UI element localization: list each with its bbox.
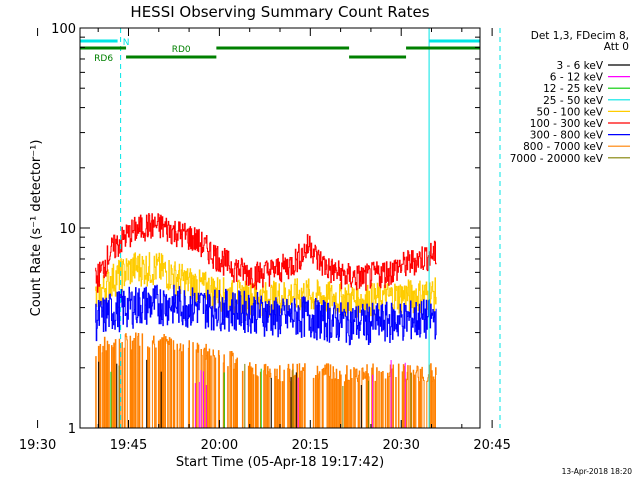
series-300-800-kev (95, 284, 437, 346)
legend-label: 3 - 6 keV (556, 60, 603, 72)
legend-label: 300 - 800 keV (530, 130, 604, 142)
y-tick-label: 1 (68, 422, 76, 437)
x-axis-label: Start Time (05-Apr-18 19:17:42) (176, 455, 384, 470)
x-tick-label: 20:00 (201, 438, 238, 453)
legend-label: 12 - 25 keV (543, 83, 604, 95)
y-axis: 1 10 100 (51, 22, 480, 437)
series-50-100-kev (95, 252, 437, 319)
legend-label: 800 - 7000 keV (523, 141, 604, 153)
series-100-300-kev (95, 213, 437, 293)
x-tick-label: 20:15 (292, 438, 329, 453)
y-tick-label: 100 (51, 22, 76, 37)
legend-label: 25 - 50 keV (543, 95, 604, 107)
legend-header-line: Det 1,3, FDecim 8, (531, 30, 629, 42)
x-tick-label: 19:30 (19, 438, 56, 453)
x-tick-label: 19:45 (110, 438, 147, 453)
legend-label: 6 - 12 keV (550, 72, 604, 84)
y-tick-label: 10 (59, 222, 76, 237)
legend-label: 50 - 100 keV (536, 106, 603, 118)
legend-label: 7000 - 20000 keV (510, 153, 604, 165)
state-label-rd0: RD0 (172, 45, 191, 55)
legend-header-line: Att 0 (604, 41, 629, 53)
state-bars: N RD0 RD6 (80, 38, 480, 64)
series-line (95, 284, 437, 346)
x-axis: 19:30 19:45 20:00 20:15 20:30 20:45 (19, 28, 511, 453)
low-energy-spikes (98, 359, 412, 428)
x-tick-label: 20:45 (473, 438, 510, 453)
x-tick-label: 20:30 (382, 438, 419, 453)
state-label-n: N (123, 38, 130, 48)
footer-date: 13-Apr-2018 18:20 (562, 467, 633, 476)
series-line (95, 252, 437, 319)
y-axis-label: Count Rate (s⁻¹ detector⁻¹) (29, 140, 44, 317)
legend-label: 100 - 300 keV (530, 118, 604, 130)
plot-area: N RD0 RD6 (80, 28, 501, 429)
series-layer (95, 213, 437, 429)
series-line (95, 213, 437, 293)
state-label-rd6: RD6 (94, 54, 113, 64)
chart-title: HESSI Observing Summary Count Rates (130, 3, 429, 21)
vertical-markers (120, 28, 501, 428)
